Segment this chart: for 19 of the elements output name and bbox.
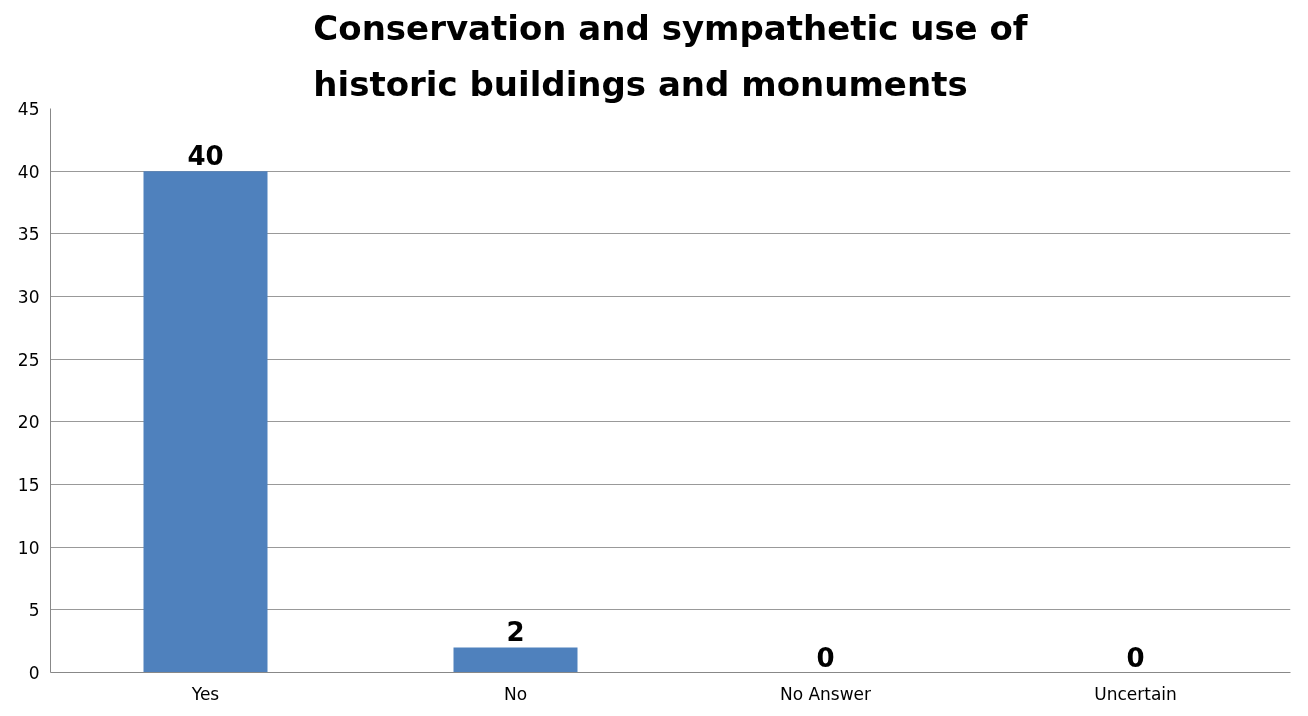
y-tick-label: 35 xyxy=(17,224,40,245)
x-tick-label: No Answer xyxy=(779,683,872,704)
y-tick-label: 40 xyxy=(17,161,40,182)
x-tick-label: Uncertain xyxy=(1094,683,1177,704)
y-tick-label: 15 xyxy=(17,475,40,495)
y-tick-label: 25 xyxy=(17,349,40,370)
data-label: 0 xyxy=(1126,642,1145,673)
data-label: 0 xyxy=(816,642,835,673)
y-tick-label: 20 xyxy=(17,412,40,433)
chart-title: Conservation and sympathetic use of historic buildings and monuments xyxy=(313,7,1029,104)
y-tick-label: 10 xyxy=(17,537,40,558)
y-tick-label: 30 xyxy=(17,287,40,307)
y-tick-label: 45 xyxy=(17,99,40,119)
x-tick-label: No xyxy=(503,683,528,704)
data-label: 2 xyxy=(506,617,525,648)
y-tick-label: 0 xyxy=(28,663,40,683)
y-tick-label: 5 xyxy=(28,600,40,621)
data-label: 40 xyxy=(187,141,224,172)
x-tick-label: Yes xyxy=(190,683,220,704)
